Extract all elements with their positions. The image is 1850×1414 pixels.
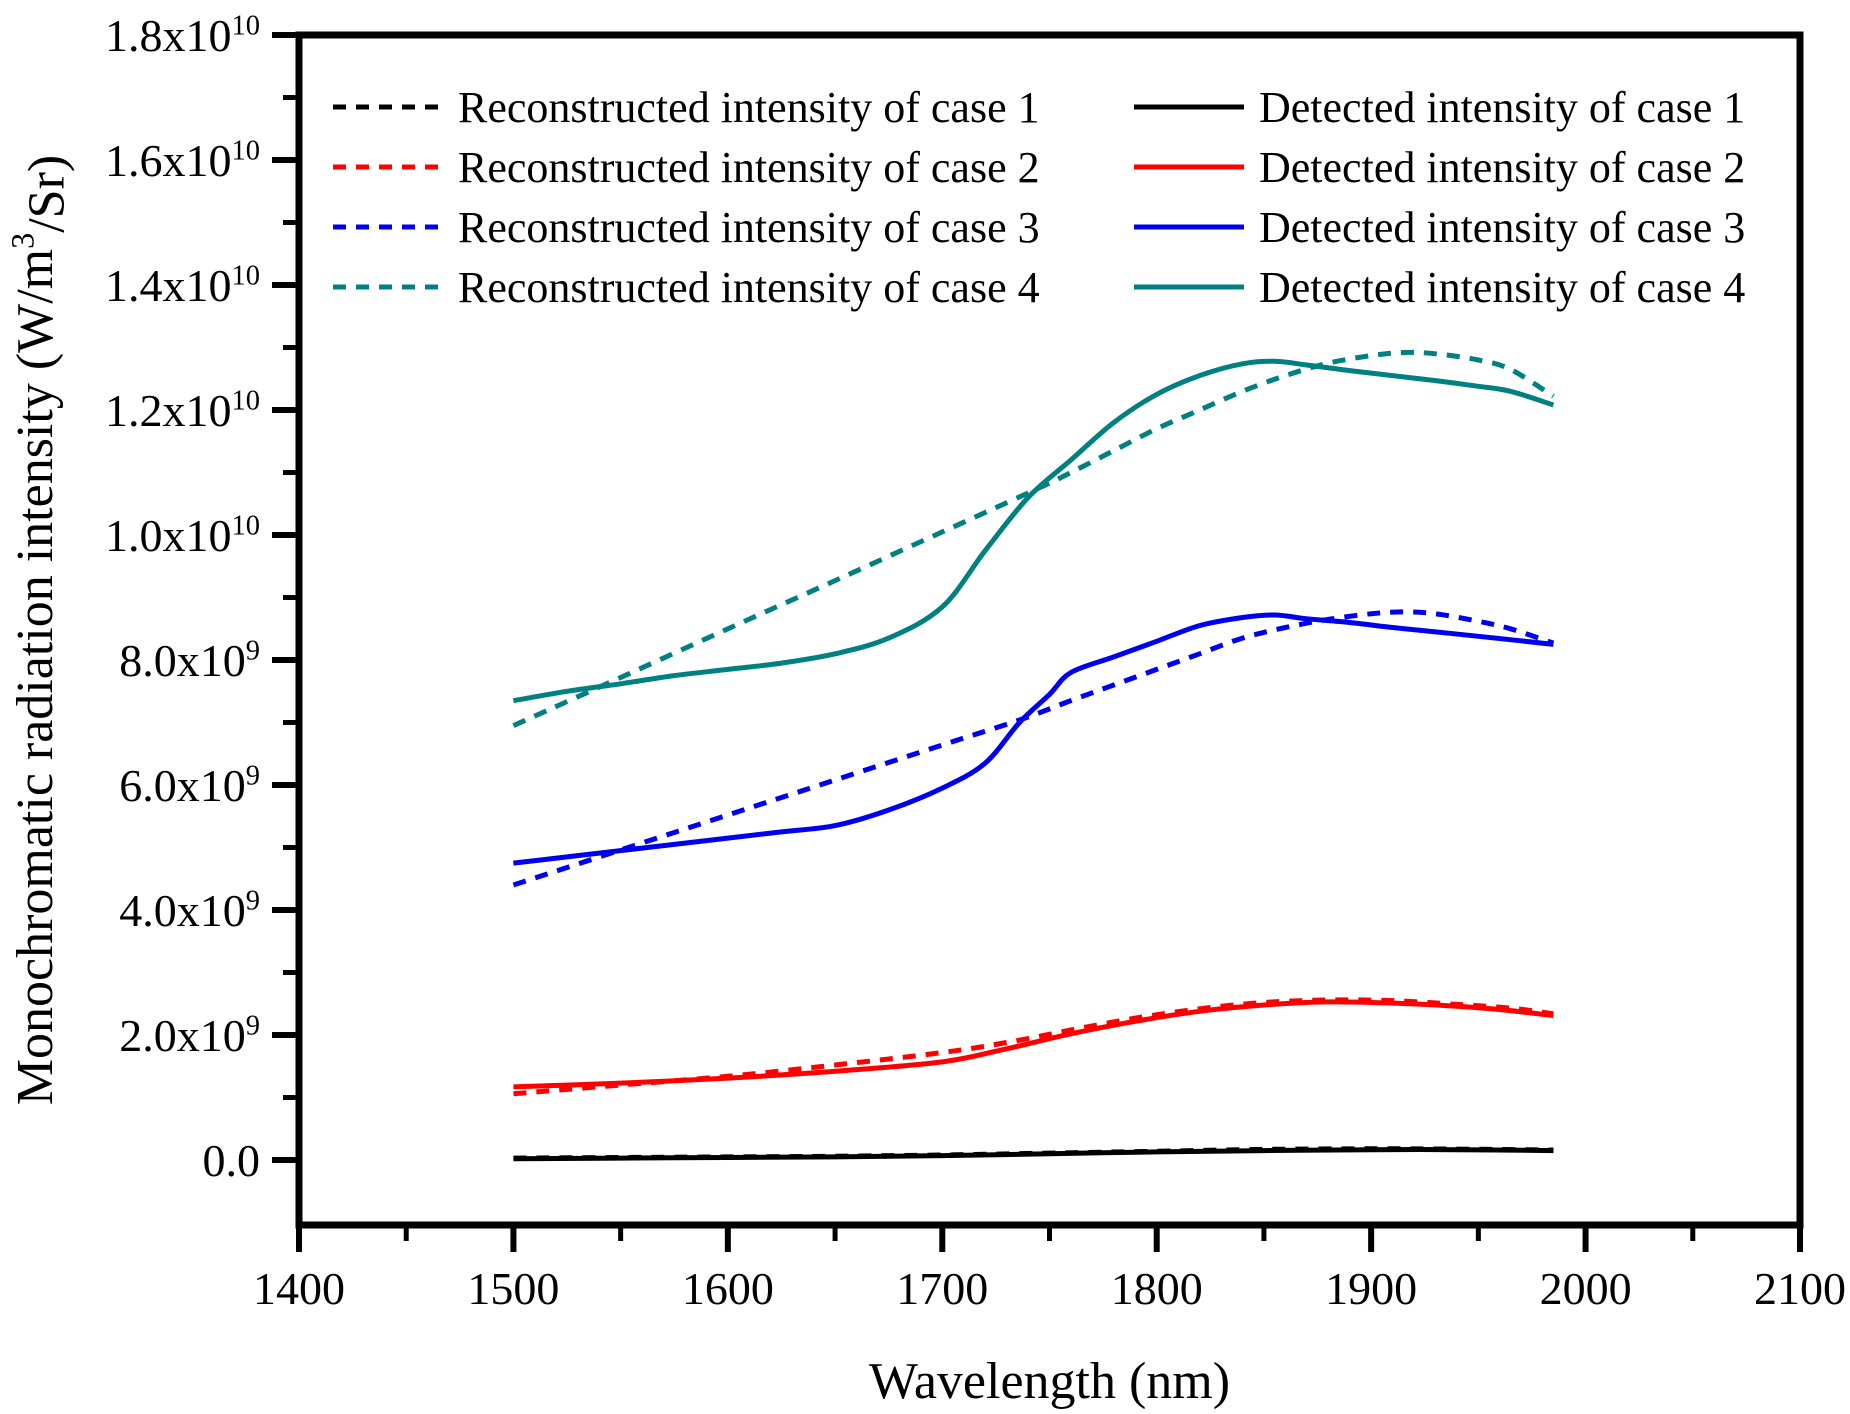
y-tick-label: 0.0 — [203, 1135, 261, 1186]
legend: Reconstructed intensity of case 1 Reconst… — [333, 83, 1745, 312]
x-tick-label: 1800 — [1111, 1263, 1203, 1314]
legend-label-detected-case-3: Detected intensity of case 3 — [1259, 203, 1745, 252]
x-tick-label: 1700 — [896, 1263, 988, 1314]
legend-label-reconstructed-case-4: Reconstructed intensity of case 4 — [458, 263, 1040, 312]
legend-item-detected-case-2: Detected intensity of case 2 — [1134, 143, 1745, 192]
x-axis-title: Wavelength (nm) — [869, 1353, 1230, 1410]
legend-label-detected-case-4: Detected intensity of case 4 — [1259, 263, 1745, 312]
legend-item-reconstructed-case-3: Reconstructed intensity of case 3 — [333, 203, 1040, 252]
legend-label-reconstructed-case-2: Reconstructed intensity of case 2 — [458, 143, 1040, 192]
legend-item-reconstructed-case-1: Reconstructed intensity of case 1 — [333, 83, 1040, 132]
y-tick-label: 1.2x1010 — [105, 385, 260, 436]
series-curves-layer — [512, 349, 1555, 1162]
legend-item-detected-case-1: Detected intensity of case 1 — [1134, 83, 1745, 132]
legend-label-reconstructed-case-1: Reconstructed intensity of case 1 — [458, 83, 1040, 132]
axis-labels-layer: 1400 1500 1600 1700 1800 1900 2000 2100 0.0 2.0x1… — [105, 10, 1846, 1314]
y-tick-label: 4.0x109 — [119, 885, 260, 936]
legend-label-reconstructed-case-3: Reconstructed intensity of case 3 — [458, 203, 1040, 252]
legend-item-reconstructed-case-2: Reconstructed intensity of case 2 — [333, 143, 1040, 192]
series-line-reconstructed-case-3 — [512, 609, 1555, 888]
x-tick-label: 1500 — [467, 1263, 559, 1314]
legend-label-detected-case-2: Detected intensity of case 2 — [1259, 143, 1745, 192]
legend-label-detected-case-1: Detected intensity of case 1 — [1259, 83, 1745, 132]
legend-item-detected-case-3: Detected intensity of case 3 — [1134, 203, 1745, 252]
axis-ticks-layer — [272, 32, 1803, 1252]
y-tick-label: 1.8x1010 — [105, 10, 260, 61]
x-tick-label: 2100 — [1754, 1263, 1846, 1314]
series-line-detected-case-3 — [513, 612, 1554, 866]
x-tick-label: 1900 — [1325, 1263, 1417, 1314]
y-tick-label: 1.6x1010 — [105, 135, 260, 186]
y-tick-label: 1.4x1010 — [105, 260, 260, 311]
series-line-detected-case-4 — [513, 358, 1555, 704]
series-line-reconstructed-case-4 — [512, 349, 1555, 728]
x-tick-label: 2000 — [1540, 1263, 1632, 1314]
series-line-detected-case-2 — [513, 999, 1554, 1090]
legend-item-detected-case-4: Detected intensity of case 4 — [1134, 263, 1745, 312]
plot-border — [295, 31, 1804, 1229]
y-tick-label: 8.0x109 — [119, 635, 260, 686]
legend-item-reconstructed-case-4: Reconstructed intensity of case 4 — [333, 263, 1040, 312]
y-tick-label: 1.0x1010 — [105, 510, 260, 561]
series-line-detected-case-1 — [513, 1147, 1554, 1162]
x-tick-label: 1600 — [682, 1263, 774, 1314]
x-tick-label: 1400 — [253, 1263, 345, 1314]
y-tick-label: 6.0x109 — [119, 760, 260, 811]
y-axis-title: Monochromatic radiation intensity (W/m3/… — [4, 155, 75, 1105]
y-tick-label: 2.0x109 — [119, 1010, 260, 1061]
